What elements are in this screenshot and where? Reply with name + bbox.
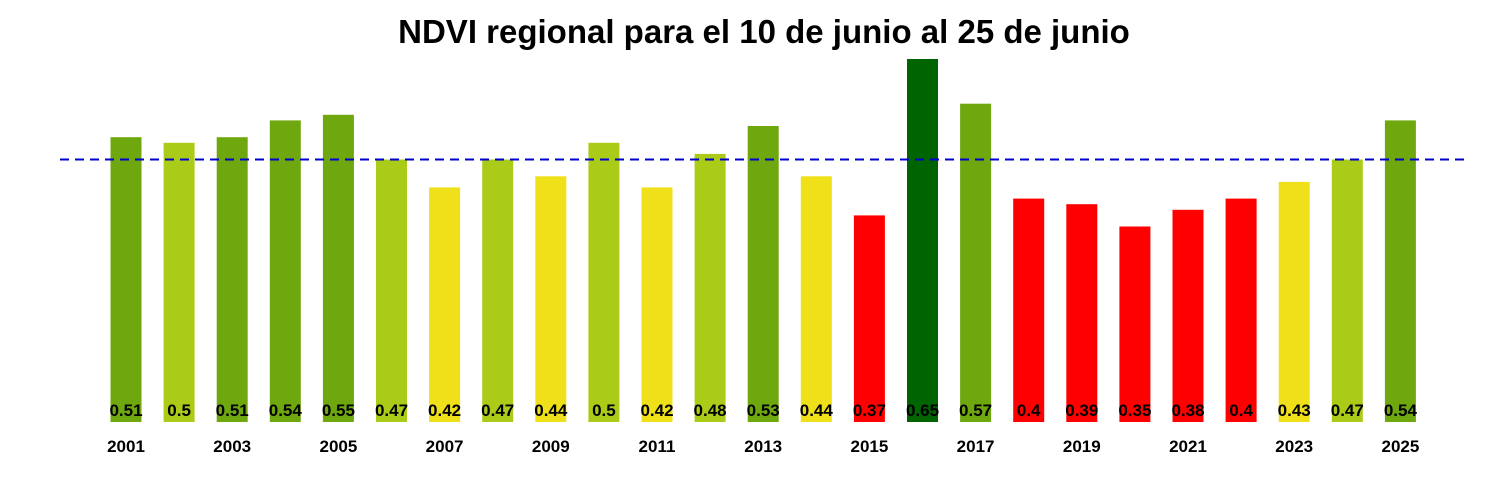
x-tick-label-2009: 2009	[532, 437, 570, 456]
x-tick-label-2001: 2001	[107, 437, 145, 456]
bar-2005	[322, 114, 354, 423]
bar-2014	[800, 176, 832, 422]
value-label-2021: 0.38	[1171, 401, 1204, 420]
x-tick-label-2025: 2025	[1381, 437, 1419, 456]
value-label-2004: 0.54	[269, 401, 303, 420]
x-tick-label-2021: 2021	[1169, 437, 1207, 456]
bar-2007	[429, 187, 461, 422]
value-label-2025: 0.54	[1384, 401, 1418, 420]
value-label-2013: 0.53	[747, 401, 780, 420]
value-labels-group: 0.51 0.5 0.51 0.54 0.55 0.47 0.42 0.47 0.44 0.5 0.…	[109, 401, 1417, 420]
bar-2020	[1119, 226, 1151, 422]
value-label-2016: 0.65	[906, 401, 939, 420]
value-label-2020: 0.35	[1118, 401, 1151, 420]
x-tick-labels-group: 2001 2003 2005 2007 2009 2011 2013 2015 2017 2019…	[107, 437, 1419, 456]
value-label-2007: 0.42	[428, 401, 461, 420]
bar-2023	[1278, 181, 1310, 422]
bar-2001	[110, 137, 142, 422]
x-tick-label-2019: 2019	[1063, 437, 1101, 456]
bar-2024	[1331, 159, 1363, 422]
bar-2009	[535, 176, 567, 422]
bar-2018	[1013, 198, 1045, 422]
value-label-2024: 0.47	[1331, 401, 1364, 420]
value-label-2022: 0.4	[1229, 401, 1253, 420]
bar-2016	[907, 59, 938, 422]
bar-2003	[216, 137, 248, 422]
value-label-2005: 0.55	[322, 401, 355, 420]
chart-title: NDVI regional para el 10 de junio al 25 …	[398, 13, 1130, 50]
bar-2019	[1066, 204, 1098, 422]
x-tick-label-2003: 2003	[213, 437, 251, 456]
bar-2008	[482, 159, 514, 422]
x-tick-label-2023: 2023	[1275, 437, 1313, 456]
value-label-2001: 0.51	[109, 401, 142, 420]
value-label-2015: 0.37	[853, 401, 886, 420]
value-label-2012: 0.48	[694, 401, 727, 420]
x-tick-label-2007: 2007	[426, 437, 464, 456]
value-label-2023: 0.43	[1278, 401, 1311, 420]
bar-2022	[1225, 198, 1257, 422]
x-tick-label-2011: 2011	[639, 437, 676, 456]
bar-2013	[747, 126, 779, 422]
value-label-2018: 0.4	[1017, 401, 1041, 420]
x-tick-label-2015: 2015	[850, 437, 888, 456]
x-tick-label-2005: 2005	[319, 437, 357, 456]
value-label-2003: 0.51	[216, 401, 249, 420]
value-label-2002: 0.5	[167, 401, 191, 420]
x-tick-label-2013: 2013	[744, 437, 782, 456]
value-label-2014: 0.44	[800, 401, 834, 420]
bar-2011	[641, 187, 673, 422]
bar-2017	[960, 103, 992, 422]
bar-2012	[694, 153, 726, 422]
value-label-2010: 0.5	[592, 401, 616, 420]
bars-group	[110, 59, 1416, 423]
x-tick-label-2017: 2017	[957, 437, 995, 456]
value-label-2019: 0.39	[1065, 401, 1098, 420]
bar-2006	[376, 159, 407, 422]
bar-2021	[1172, 209, 1204, 422]
value-label-2006: 0.47	[375, 401, 408, 420]
bar-2025	[1384, 120, 1416, 423]
value-label-2008: 0.47	[481, 401, 514, 420]
bar-2002	[163, 142, 195, 423]
bar-2010	[588, 142, 620, 423]
value-label-2011: 0.42	[640, 401, 673, 420]
value-label-2009: 0.44	[534, 401, 568, 420]
bar-2004	[269, 120, 301, 423]
value-label-2017: 0.57	[959, 401, 992, 420]
bar-2015	[853, 215, 885, 422]
